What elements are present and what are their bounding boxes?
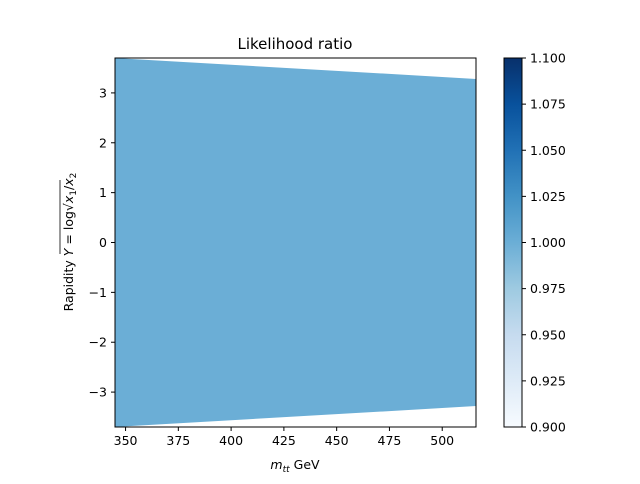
colorbar-axis: 0.900 0.925 0.950 0.975 1.000 1.025 1.050 1.075… (522, 51, 566, 435)
colorbar-tick-label: 0.950 (530, 327, 566, 342)
y-axis: 3 2 1 0 −1 −2 −3 (89, 85, 115, 400)
colorbar-tick-label: 1.025 (530, 189, 566, 204)
colorbar-tick-label: 1.000 (530, 235, 566, 250)
chart-title: Likelihood ratio (238, 35, 353, 53)
y-tick-label: −3 (89, 385, 107, 400)
y-axis-label: Rapidity Y = log√x1/x2 (59, 173, 79, 312)
x-tick-label: 475 (378, 433, 402, 448)
x-tick-label: 425 (272, 433, 296, 448)
y-tick-label: 0 (99, 235, 107, 250)
likelihood-region (115, 58, 476, 427)
x-tick-label: 350 (114, 433, 138, 448)
x-tick-label: 500 (430, 433, 454, 448)
colorbar-tick-label: 1.100 (530, 51, 566, 66)
y-tick-label: 2 (99, 135, 107, 150)
colorbar-gradient (503, 57, 523, 428)
colorbar-tick-label: 0.925 (530, 373, 566, 388)
colorbar-tick-label: 1.050 (530, 143, 566, 158)
svg-text:Rapidity Y = log√x1/x2: Rapidity Y = log√x1/x2 (61, 173, 79, 312)
y-tick-label: −2 (89, 335, 107, 350)
y-tick-label: 1 (99, 185, 107, 200)
y-tick-label: −1 (89, 285, 107, 300)
y-tick-label: 3 (99, 85, 107, 100)
colorbar-tick-label: 0.975 (530, 281, 566, 296)
x-tick-label: 375 (166, 433, 190, 448)
x-axis-label: mtt GeV (270, 457, 320, 475)
plot-area: 350 375 400 425 450 475 500 3 2 1 0 −1 −2 −3 (89, 57, 477, 448)
colorbar: 0.900 0.925 0.950 0.975 1.000 1.025 1.050 1.075… (503, 51, 566, 435)
colorbar-tick-label: 1.075 (530, 97, 566, 112)
x-tick-label: 400 (219, 433, 243, 448)
x-axis: 350 375 400 425 450 475 500 (114, 427, 454, 448)
colorbar-tick-label: 0.900 (530, 420, 566, 435)
x-tick-label: 450 (325, 433, 349, 448)
